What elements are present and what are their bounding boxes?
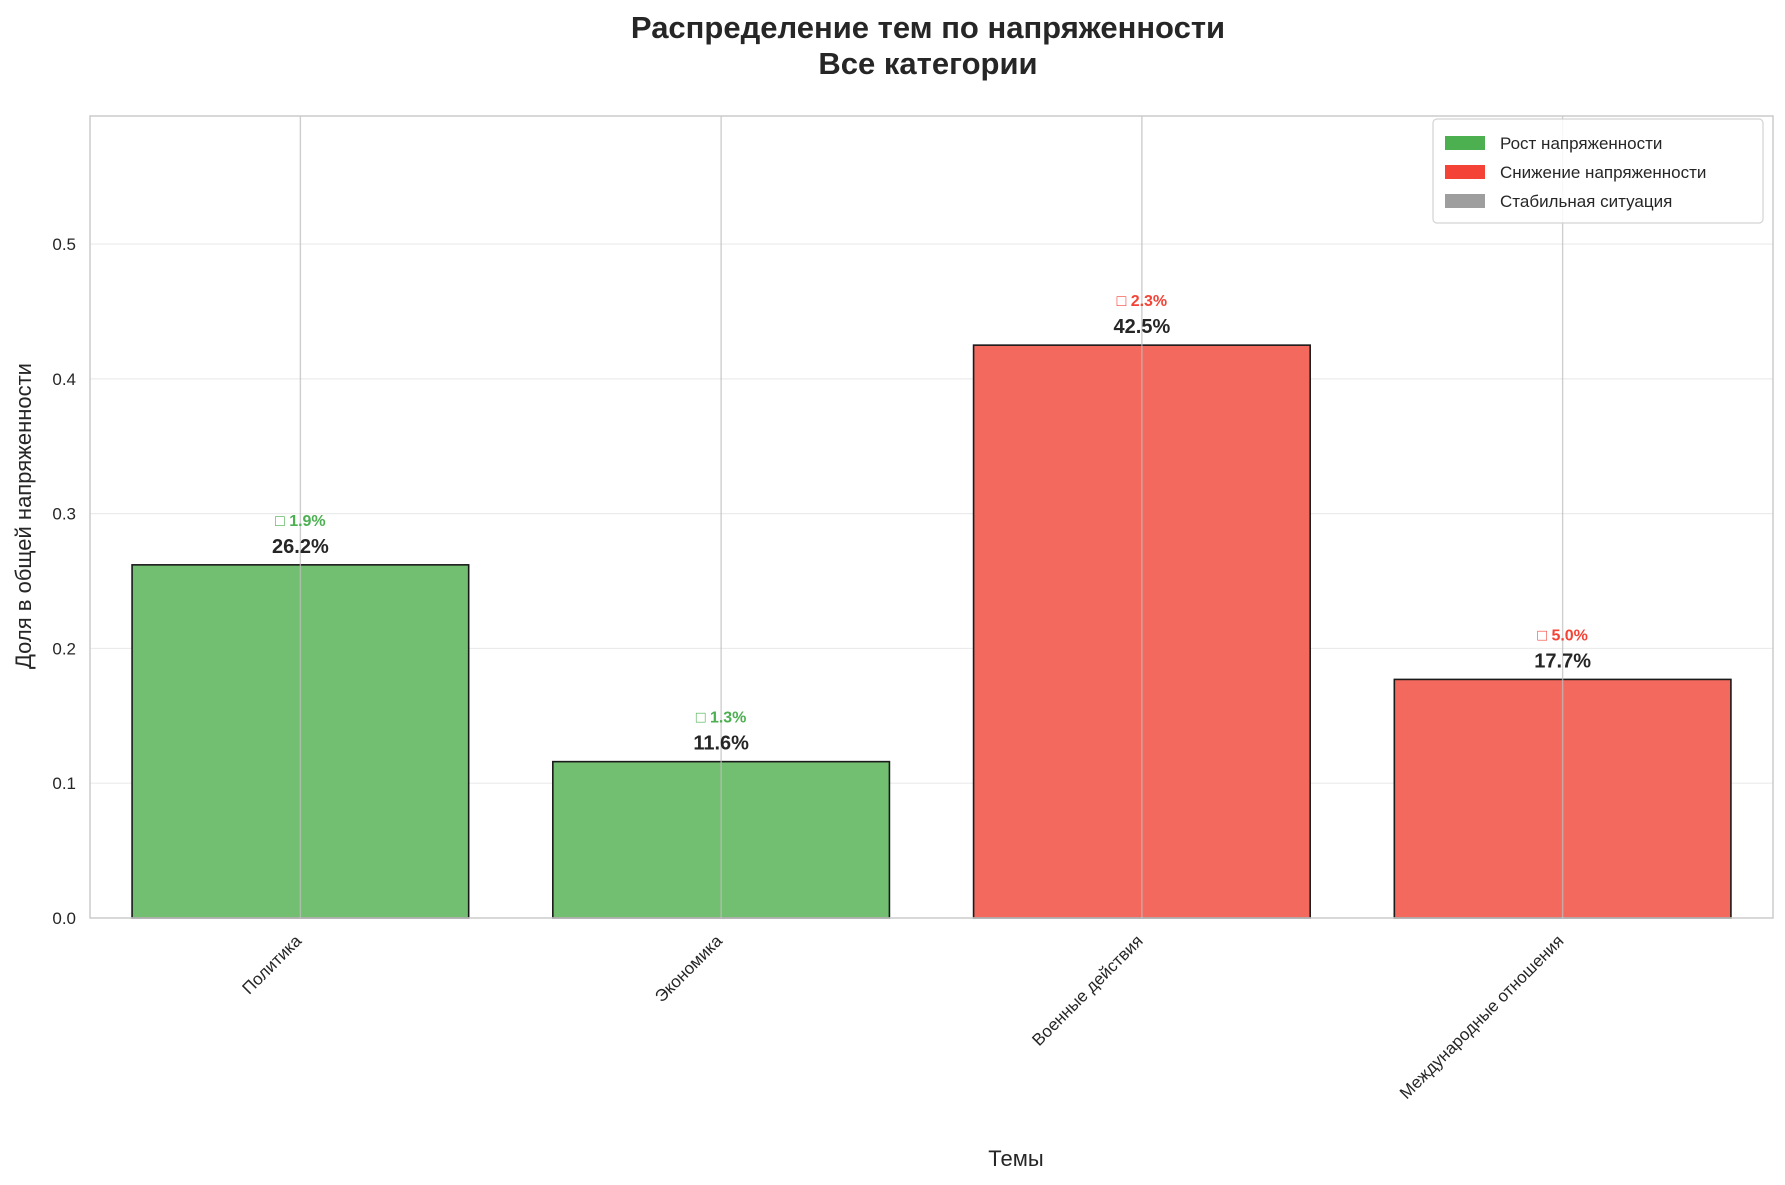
y-axis-label: Доля в общей напряженности bbox=[11, 363, 36, 669]
plot-area: 0.0 0.1 0.2 0.3 0.4 0.5 Политика Экономика Военн… bbox=[52, 115, 1774, 1103]
x-tick-label: Военные действия bbox=[1028, 931, 1146, 1049]
bar-change-label: □ 1.3% bbox=[696, 710, 747, 727]
y-tick-label: 0.5 bbox=[52, 235, 76, 254]
legend-swatch bbox=[1445, 136, 1485, 150]
plot-frame bbox=[89, 115, 1774, 919]
chart-subtitle: Все категории bbox=[818, 46, 1037, 81]
x-tick-label: Политика bbox=[239, 931, 306, 998]
x-tick-label: Экономика bbox=[651, 931, 726, 1006]
bar-change-label: □ 2.3% bbox=[1117, 293, 1168, 310]
legend-label: Снижение напряженности bbox=[1500, 163, 1706, 182]
y-tick-label: 0.4 bbox=[52, 370, 76, 389]
legend-label: Рост напряженности bbox=[1500, 134, 1662, 153]
y-tick-label: 0.0 bbox=[52, 909, 76, 928]
legend-swatch bbox=[1445, 194, 1485, 208]
legend-label: Стабильная ситуация bbox=[1500, 192, 1672, 211]
chart-title: Распределение тем по напряженности bbox=[631, 10, 1225, 45]
legend-swatch bbox=[1445, 165, 1485, 179]
x-axis-label: Темы bbox=[988, 1146, 1043, 1171]
bar-value-label: 17.7% bbox=[1534, 650, 1591, 672]
y-tick-label: 0.2 bbox=[52, 639, 76, 658]
y-tick-label: 0.3 bbox=[52, 505, 76, 524]
x-tick-label: Международные отношения bbox=[1396, 931, 1567, 1102]
bar-value-label: 42.5% bbox=[1114, 316, 1171, 338]
bar-change-label: □ 1.9% bbox=[275, 513, 326, 530]
bar-value-label: 26.2% bbox=[272, 536, 329, 558]
y-tick-label: 0.1 bbox=[52, 774, 76, 793]
bar-change-label: □ 5.0% bbox=[1537, 627, 1588, 644]
legend-box bbox=[1432, 118, 1764, 224]
bar-value-label: 11.6% bbox=[693, 733, 749, 755]
